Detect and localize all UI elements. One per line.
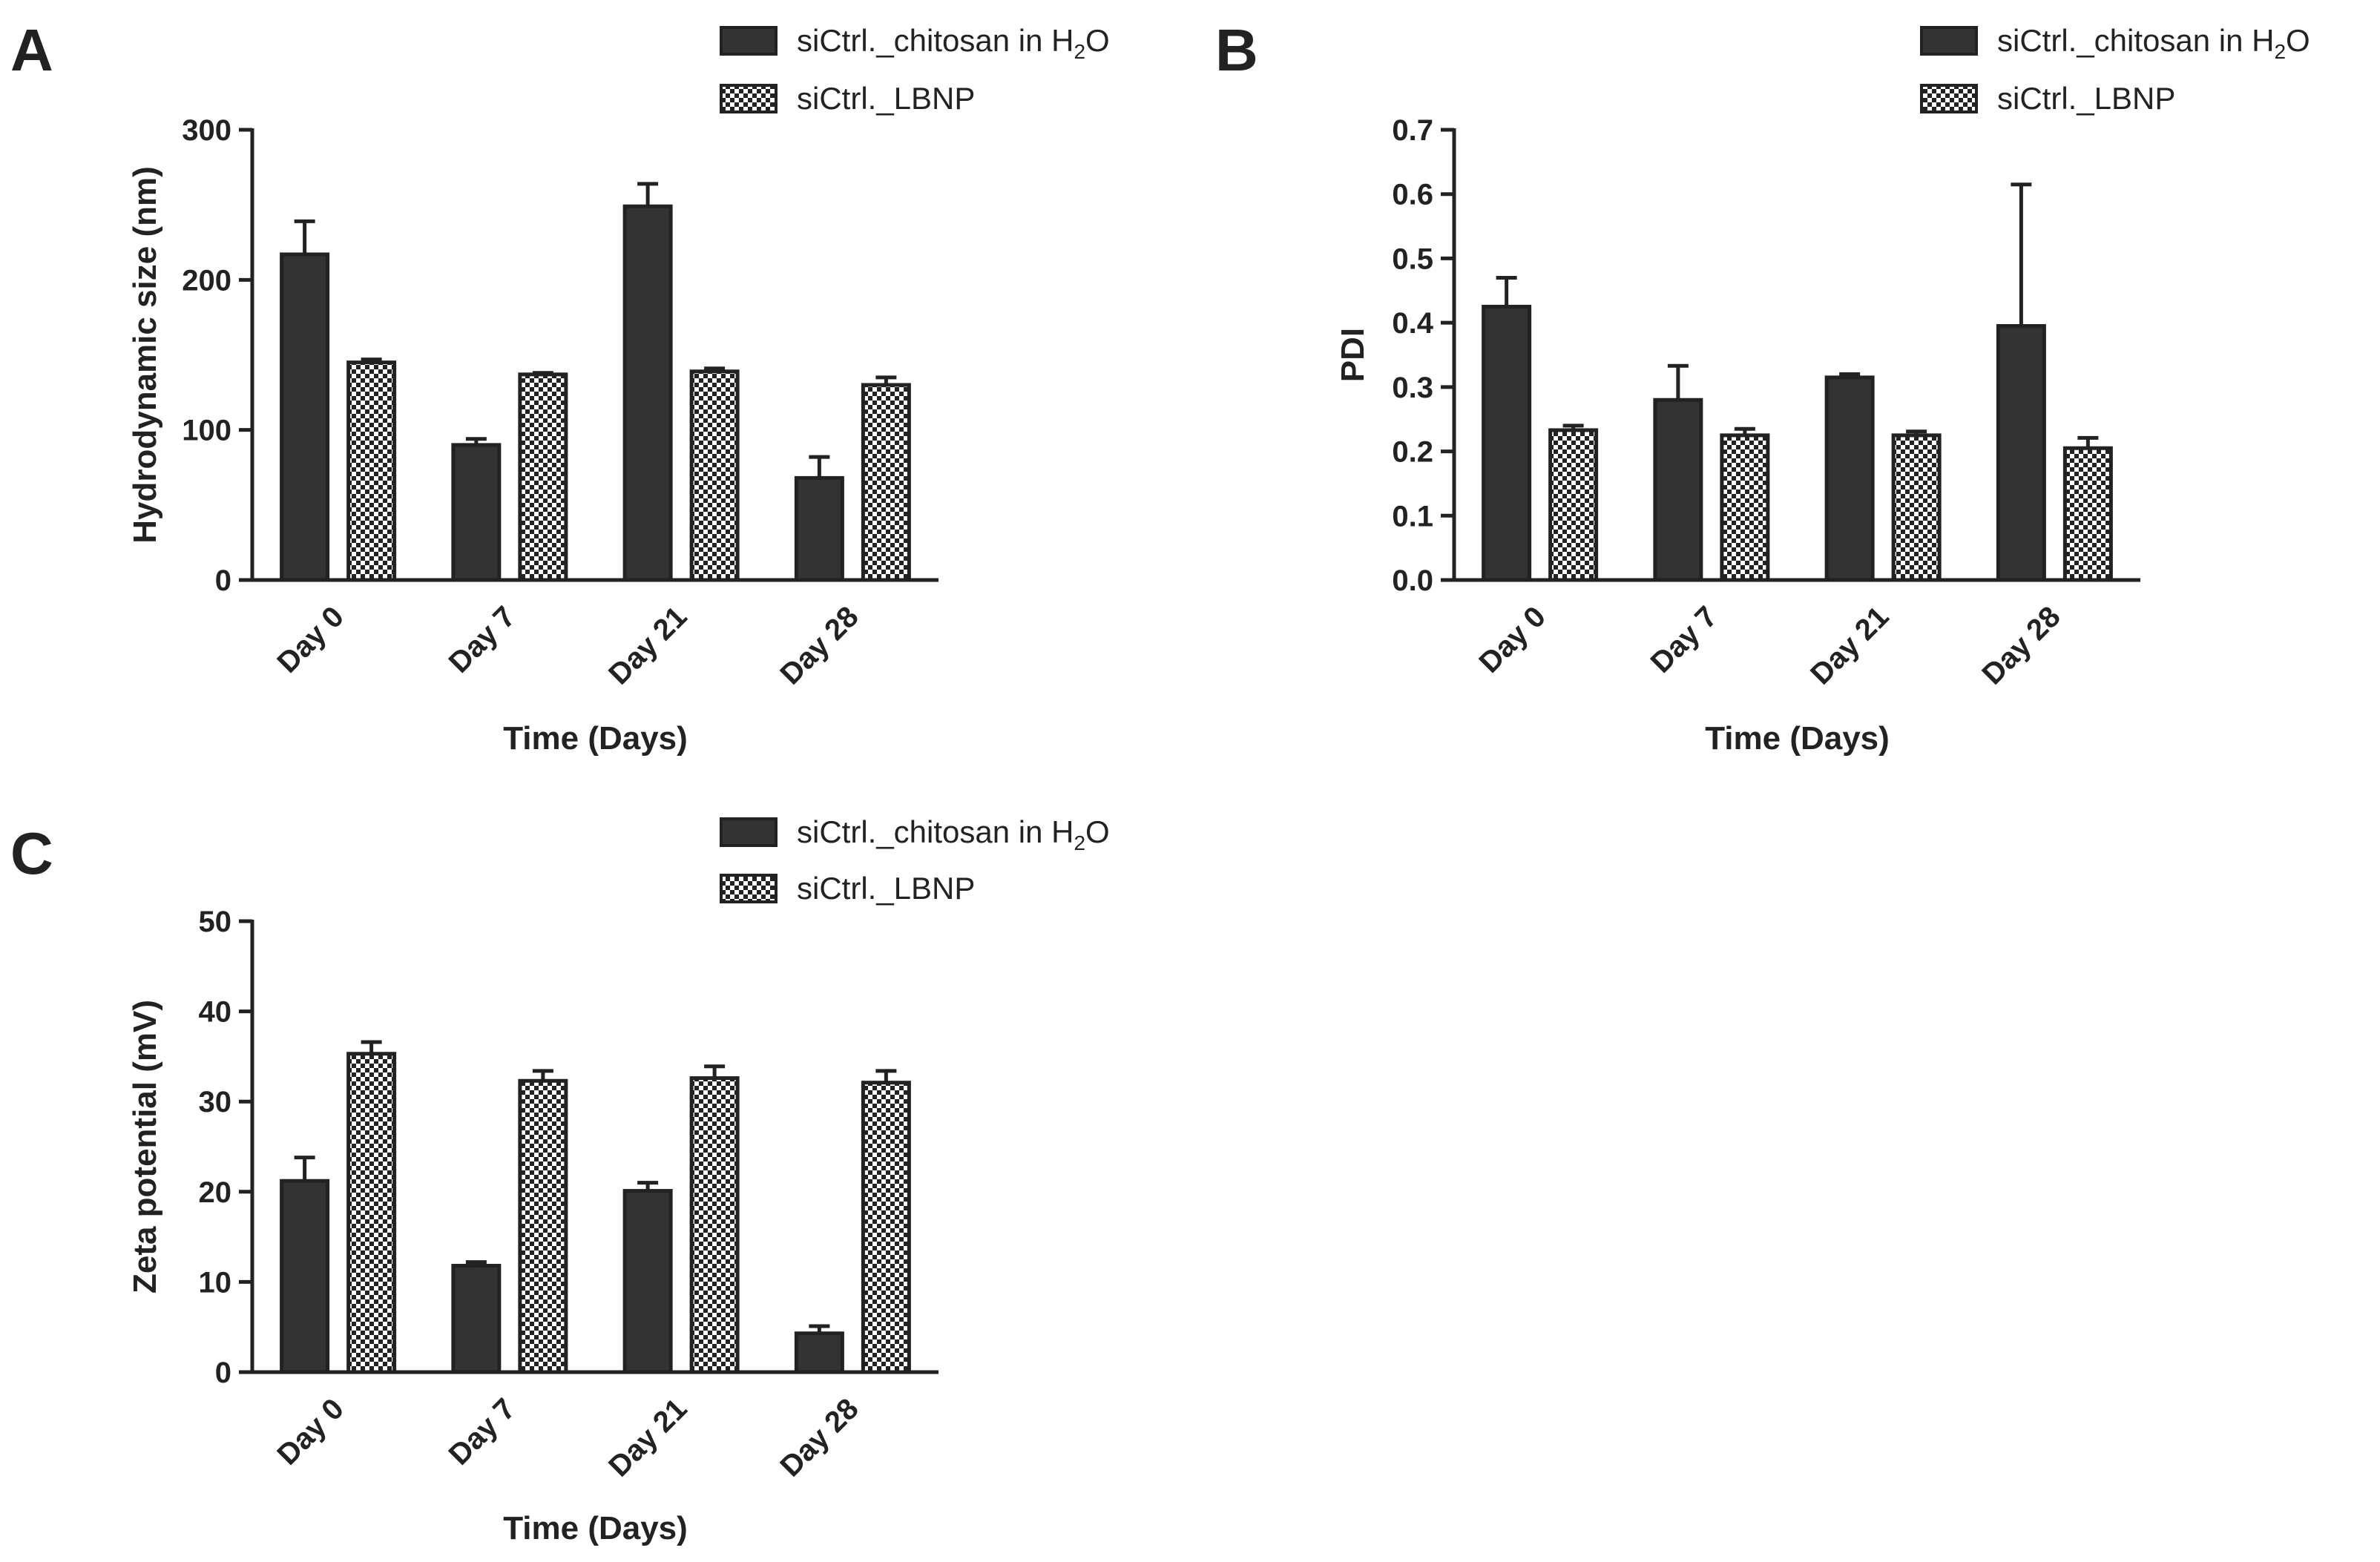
x-axis-title: Time (Days): [503, 1510, 688, 1546]
legend-label-main: siCtrl._chitosan in H: [797, 814, 1074, 849]
legend-label: siCtrl._LBNP: [797, 81, 975, 116]
legend-label-main: siCtrl._LBNP: [1997, 81, 2175, 116]
panel-b: B 0.0 0.1 0.2 0.3 0.4 0.5 0.6 0.7 Day 0 Day 7 Day 2…: [1215, 17, 2310, 757]
legend-label-subscript: 2: [2274, 40, 2286, 63]
legend-label-main: siCtrl._chitosan in H: [1997, 23, 2274, 58]
bar-chitosan: [1653, 398, 1703, 582]
bar-chitosan: [451, 443, 502, 582]
legend-swatch-lbnp: [1920, 84, 1978, 113]
legend-label-subscript: 2: [1074, 831, 1085, 854]
x-axis-title: Time (Days): [503, 720, 688, 757]
legend-label-suffix: O: [2286, 23, 2310, 58]
y-tick-label: 0.4: [1392, 307, 1433, 340]
y-tick-label: 0.1: [1392, 500, 1433, 533]
x-category-label: Day 21: [602, 1392, 693, 1483]
y-tick-label: 30: [199, 1086, 232, 1118]
x-category-label: Day 7: [1645, 600, 1724, 679]
bar-lbnp: [689, 1076, 740, 1374]
legend-swatch-chitosan: [1920, 26, 1978, 56]
legend-swatch-chitosan: [720, 26, 778, 56]
bar-chitosan: [622, 204, 673, 582]
x-category-label: Day 0: [271, 600, 350, 679]
legend-swatch-chitosan: [720, 817, 778, 847]
panel-a: A 0 100 200 300 Day 0 Day 7 Day 21 Day 28 Hydrody…: [10, 17, 1110, 757]
legend-label-main: siCtrl._LBNP: [797, 871, 975, 906]
bar-lbnp: [689, 369, 740, 582]
y-axis-title: PDI: [1335, 328, 1371, 382]
y-tick-label: 20: [199, 1176, 232, 1209]
panel-letter: A: [10, 17, 53, 83]
y-tick-label: 0.0: [1392, 564, 1433, 597]
y-tick-label: 200: [182, 264, 231, 297]
y-tick-label: 0: [215, 1357, 231, 1389]
bar-chitosan: [622, 1189, 673, 1374]
bar-lbnp: [1548, 428, 1599, 582]
y-axis-title: Zeta potential (mV): [127, 1000, 163, 1294]
x-category-label: Day 21: [602, 600, 693, 691]
y-tick-label: 0.2: [1392, 436, 1433, 469]
legend-label: siCtrl._chitosan in H2O: [797, 814, 1110, 854]
x-axis-title: Time (Days): [1705, 720, 1890, 757]
y-tick-label: 50: [199, 906, 232, 938]
x-category-label: Day 7: [443, 1392, 522, 1472]
x-category-label: Day 0: [1473, 600, 1552, 679]
legend-label: siCtrl._LBNP: [797, 871, 975, 906]
y-tick-label: 0.7: [1392, 114, 1433, 147]
legend-label: siCtrl._chitosan in H2O: [797, 23, 1110, 63]
y-tick-label: 0.6: [1392, 179, 1433, 211]
bar-lbnp: [518, 1078, 568, 1374]
legend-label-main: siCtrl._LBNP: [797, 81, 975, 116]
y-tick-label: 0.5: [1392, 243, 1433, 275]
bar-chitosan: [280, 252, 330, 582]
x-category-label: Day 28: [1976, 600, 2066, 691]
panel-letter: B: [1215, 17, 1258, 83]
y-axis-title: Hydrodynamic size (nm): [127, 166, 163, 544]
x-category-label: Day 21: [1804, 600, 1895, 691]
bar-chitosan: [1824, 375, 1875, 582]
y-tick-label: 300: [182, 114, 231, 147]
y-tick-label: 0: [215, 564, 231, 597]
y-tick-label: 0.3: [1392, 372, 1433, 404]
legend-label: siCtrl._LBNP: [1997, 81, 2175, 116]
bar-lbnp: [346, 1052, 397, 1374]
legend-swatch-lbnp: [720, 84, 778, 113]
legend-label: siCtrl._chitosan in H2O: [1997, 23, 2310, 63]
x-category-label: Day 28: [774, 600, 864, 691]
panel-c: C 0 10 20 30 40 50 Day 0 Day 7 Day 21 Day 28 Zeta p…: [10, 814, 1110, 1546]
bar-lbnp: [861, 1081, 911, 1374]
legend-swatch-lbnp: [720, 874, 778, 903]
x-category-label: Day 28: [774, 1392, 864, 1483]
legend-label-main: siCtrl._chitosan in H: [797, 23, 1074, 58]
x-category-label: Day 0: [271, 1392, 350, 1472]
bar-chitosan: [1482, 304, 1532, 582]
legend-label-suffix: O: [1085, 814, 1110, 849]
bar-lbnp: [861, 383, 911, 582]
bar-chitosan: [280, 1179, 330, 1374]
legend-label-subscript: 2: [1074, 40, 1085, 63]
x-category-label: Day 7: [443, 600, 522, 679]
y-tick-label: 40: [199, 996, 232, 1029]
bar-chitosan: [794, 475, 844, 582]
y-tick-label: 10: [199, 1266, 232, 1299]
bar-lbnp: [1720, 433, 1770, 582]
bar-chitosan: [1996, 323, 2046, 582]
bar-chitosan: [451, 1264, 502, 1374]
legend-label-suffix: O: [1085, 23, 1110, 58]
bar-lbnp: [2062, 446, 2113, 582]
y-tick-label: 100: [182, 415, 231, 447]
panel-letter: C: [10, 820, 53, 886]
bar-lbnp: [346, 360, 397, 582]
bar-chitosan: [794, 1331, 844, 1374]
bar-lbnp: [1891, 433, 1942, 582]
bar-lbnp: [518, 372, 568, 582]
